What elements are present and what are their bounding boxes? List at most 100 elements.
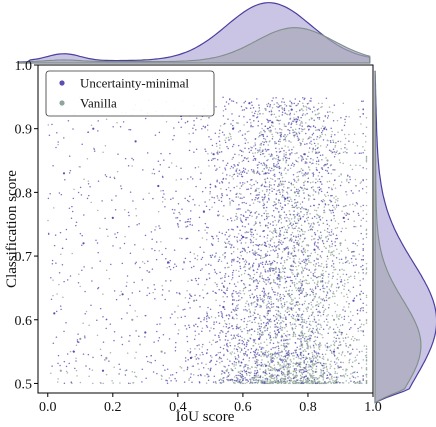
- scatter-cloud-dot: [280, 271, 282, 274]
- scatter-cloud-dot: [214, 316, 217, 319]
- scatter-cloud-dot: [297, 382, 299, 385]
- scatter-cloud-dot: [285, 334, 287, 337]
- scatter-cloud-dot: [291, 293, 293, 296]
- scatter-cloud-dot: [302, 215, 304, 218]
- scatter-cloud-dot: [220, 196, 223, 199]
- scatter-cloud-dot: [285, 113, 288, 115]
- scatter-cloud-dot: [220, 329, 222, 332]
- scatter-cloud-dot: [342, 273, 345, 276]
- plot-area: [38, 65, 373, 393]
- scatter-cloud-dot: [273, 165, 275, 168]
- scatter-cloud-dot: [178, 211, 180, 214]
- scatter-cloud-dot: [263, 129, 265, 132]
- scatter-cloud-dot: [267, 293, 270, 295]
- scatter-cloud-dot: [88, 368, 91, 370]
- scatter-cloud-dot: [270, 109, 273, 111]
- scatter-cloud-dot: [306, 188, 308, 190]
- scatter-cloud-dot: [87, 182, 90, 185]
- scatter-cloud-dot: [50, 372, 52, 375]
- scatter-cloud-dot: [310, 157, 312, 160]
- scatter-cloud-dot: [320, 374, 322, 376]
- scatter-cloud-dot: [231, 316, 234, 318]
- scatter-cloud-dot: [264, 351, 266, 354]
- scatter-cloud-dot: [300, 284, 303, 287]
- scatter-cloud-dot: [277, 361, 280, 364]
- scatter-cloud-dot: [288, 382, 291, 384]
- scatter-cloud-dot: [242, 290, 245, 292]
- scatter-cloud-dot: [268, 278, 271, 280]
- scatter-cloud-dot: [247, 364, 249, 367]
- scatter-cloud-dot: [307, 177, 310, 180]
- scatter-cloud-dot: [348, 116, 350, 118]
- scatter-cloud-dot: [300, 337, 302, 340]
- scatter-cloud-dot: [182, 309, 184, 311]
- scatter-cloud-dot: [134, 244, 136, 246]
- scatter-cloud-dot: [303, 321, 305, 323]
- scatter-cloud-dot: [365, 192, 368, 194]
- scatter-cloud-dot: [233, 361, 236, 363]
- scatter-cloud-dot: [294, 318, 296, 320]
- scatter-cloud-dot: [200, 258, 203, 260]
- scatter-cloud-dot: [262, 266, 265, 268]
- scatter-cloud-dot: [315, 178, 317, 180]
- scatter-cloud-dot: [270, 153, 273, 155]
- scatter-cloud-dot: [89, 185, 91, 188]
- scatter-cloud-dot: [281, 206, 283, 208]
- scatter-cloud-dot: [201, 268, 203, 270]
- scatter-cloud-dot: [320, 188, 322, 190]
- scatter-cloud-dot: [331, 253, 334, 256]
- scatter-cloud-dot: [162, 288, 164, 291]
- scatter-cloud-dot: [70, 217, 73, 219]
- scatter-cloud-dot: [318, 376, 320, 379]
- scatter-cloud-dot: [276, 305, 278, 308]
- scatter-cloud-dot: [318, 355, 321, 358]
- scatter-cloud-dot: [306, 142, 308, 145]
- scatter-cloud-dot: [328, 371, 330, 374]
- scatter-cloud-dot: [322, 373, 324, 376]
- scatter-cloud-dot: [157, 160, 160, 162]
- scatter-cloud-dot: [272, 236, 274, 238]
- scatter-cloud-dot: [285, 286, 288, 289]
- scatter-cloud-dot: [317, 193, 320, 195]
- scatter-cloud-dot: [308, 303, 310, 305]
- scatter-cloud-dot: [268, 267, 271, 270]
- scatter-cloud-dot: [260, 342, 262, 344]
- scatter-cloud-dot: [63, 330, 65, 333]
- scatter-cloud-dot: [273, 242, 276, 244]
- scatter-cloud-dot: [267, 226, 269, 229]
- scatter-cloud-dot: [289, 257, 291, 259]
- scatter-cloud-dot: [321, 269, 324, 272]
- scatter-cloud-dot: [236, 248, 239, 250]
- scatter-cloud-dot: [317, 160, 320, 162]
- scatter-cloud-dot: [74, 367, 76, 370]
- scatter-cloud-dot: [320, 237, 323, 239]
- scatter-cloud-dot: [320, 324, 322, 326]
- scatter-cloud-dot: [296, 214, 299, 216]
- scatter-cloud-dot: [188, 149, 191, 152]
- scatter-cloud-dot: [228, 197, 231, 200]
- scatter-cloud-dot: [347, 249, 350, 252]
- scatter-cloud-dot: [285, 345, 288, 348]
- scatter-cloud-dot: [295, 194, 297, 197]
- scatter-cloud-dot: [79, 166, 81, 168]
- scatter-cloud-dot: [224, 257, 226, 259]
- scatter-cloud-dot: [277, 256, 279, 258]
- scatter-cloud-dot: [253, 119, 255, 122]
- scatter-cloud-dot: [286, 357, 289, 360]
- scatter-cloud-dot: [292, 362, 295, 364]
- scatter-cloud-dot: [324, 381, 326, 384]
- scatter-cloud-dot: [178, 329, 180, 331]
- scatter-cloud-dot: [342, 361, 344, 364]
- scatter-cloud-dot: [284, 375, 287, 378]
- scatter-cloud-dot: [313, 237, 316, 240]
- scatter-cloud-dot: [241, 109, 244, 111]
- scatter-cloud-dot: [301, 140, 304, 143]
- scatter-cloud-dot: [335, 198, 337, 201]
- scatter-cloud-dot: [305, 208, 307, 211]
- scatter-cloud-dot: [217, 351, 220, 354]
- scatter-cloud-dot: [312, 162, 314, 165]
- scatter-cloud-dot: [302, 289, 305, 292]
- scatter-cloud-dot: [226, 378, 228, 381]
- scatter-cloud-dot: [356, 381, 359, 384]
- scatter-cloud-dot: [283, 358, 286, 360]
